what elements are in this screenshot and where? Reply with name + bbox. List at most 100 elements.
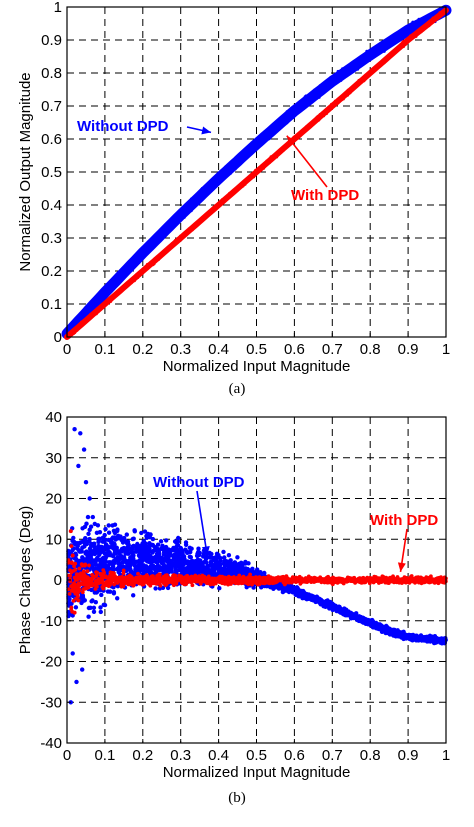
point-without-dpd: [175, 554, 180, 560]
point-without-dpd: [150, 536, 156, 542]
data-point: [248, 143, 253, 147]
point-without-dpd: [158, 558, 163, 563]
data-point: [431, 13, 435, 17]
data-point: [90, 313, 94, 317]
point-without-dpd: [131, 536, 136, 541]
data-point: [323, 109, 327, 113]
data-point: [331, 82, 335, 86]
point-without-dpd: [124, 560, 129, 566]
data-point: [248, 177, 252, 181]
point-without-dpd: [148, 543, 153, 548]
x-tick-label: 0.6: [284, 341, 305, 358]
point-without-dpd: [169, 563, 174, 568]
point-with-dpd: [72, 610, 77, 615]
data-point: [137, 260, 141, 264]
y-tick-label: 0.9: [41, 32, 62, 49]
data-point: [358, 61, 362, 65]
point-with-dpd: [354, 578, 359, 582]
data-point: [299, 131, 304, 135]
panel-b-chart: 0 0.1 0.2 0.3 0.4 0.5 0.6 0.7 0.8 0.9 1-40-30-20-1…: [17, 409, 450, 781]
point-without-dpd: [92, 544, 97, 550]
point-with-dpd: [203, 578, 208, 582]
data-point: [70, 330, 74, 334]
point-without-dpd: [84, 549, 89, 554]
point-with-dpd: [102, 575, 106, 580]
data-point: [182, 215, 186, 219]
point-with-dpd: [158, 579, 163, 584]
point-without-dpd: [133, 559, 138, 565]
data-point: [77, 315, 81, 319]
data-point: [190, 226, 194, 230]
point-without-dpd: [165, 585, 171, 591]
x-axis-label: Normalized Input Magnitude: [163, 764, 351, 781]
point-without-dpd: [108, 560, 113, 565]
point-with-dpd: [85, 575, 90, 580]
data-point: [126, 268, 130, 272]
data-point: [228, 171, 232, 175]
data-point: [201, 217, 205, 221]
data-point: [245, 180, 249, 184]
point-with-dpd: [262, 580, 266, 585]
y-tick-label: -30: [40, 694, 62, 711]
data-point: [369, 56, 373, 60]
x-tick-label: 0.8: [360, 747, 381, 764]
data-point: [317, 116, 321, 121]
y-tick-label: 0.4: [41, 197, 62, 214]
data-point: [224, 166, 228, 170]
point-without-dpd: [157, 564, 162, 569]
data-point: [267, 160, 272, 165]
point-with-dpd: [104, 583, 109, 588]
point-without-dpd: [125, 551, 131, 556]
point-without-dpd: [119, 556, 125, 561]
point-with-dpd: [346, 577, 350, 582]
data-point: [83, 306, 87, 310]
data-point: [345, 93, 350, 97]
point-with-dpd: [68, 529, 73, 534]
data-point: [339, 96, 343, 100]
point-without-dpd: [94, 556, 100, 561]
data-point: [332, 103, 336, 107]
data-point: [362, 79, 366, 83]
point-without-dpd: [222, 558, 227, 564]
point-without-dpd: [298, 590, 303, 595]
point-with-dpd: [184, 579, 189, 584]
data-point: [441, 10, 445, 14]
point-without-dpd: [426, 638, 431, 644]
data-point: [81, 319, 85, 324]
x-tick-label: 0.7: [322, 747, 343, 764]
point-without-dpd: [98, 568, 103, 573]
point-with-dpd: [258, 580, 262, 584]
data-point: [269, 125, 273, 129]
point-with-dpd: [383, 580, 388, 584]
point-without-dpd: [189, 561, 195, 566]
point-with-dpd: [68, 577, 72, 582]
data-point: [108, 298, 112, 302]
y-tick-label: 0: [54, 572, 62, 589]
data-point: [87, 305, 91, 309]
point-with-dpd: [84, 586, 89, 590]
point-without-dpd: [310, 596, 315, 601]
point-without-dpd: [98, 559, 103, 565]
point-without-dpd: [214, 558, 219, 564]
data-point: [164, 250, 168, 254]
data-point: [318, 93, 322, 97]
point-without-dpd: [143, 541, 148, 546]
point-without-dpd: [160, 543, 165, 548]
data-point: [341, 67, 345, 71]
data-point: [307, 96, 311, 100]
y-tick-label: 10: [45, 531, 62, 548]
data-point: [417, 17, 421, 21]
point-without-dpd: [106, 549, 111, 554]
point-without-dpd: [73, 605, 79, 610]
point-without-dpd: [86, 531, 91, 536]
point-without-dpd: [213, 555, 219, 560]
point-with-dpd: [398, 578, 403, 582]
data-point: [112, 285, 116, 289]
data-point: [145, 243, 149, 247]
data-point: [226, 169, 230, 173]
point-with-dpd: [390, 578, 394, 583]
point-without-dpd: [188, 555, 193, 560]
point-with-dpd: [127, 577, 132, 581]
data-layer: [61, 4, 452, 340]
